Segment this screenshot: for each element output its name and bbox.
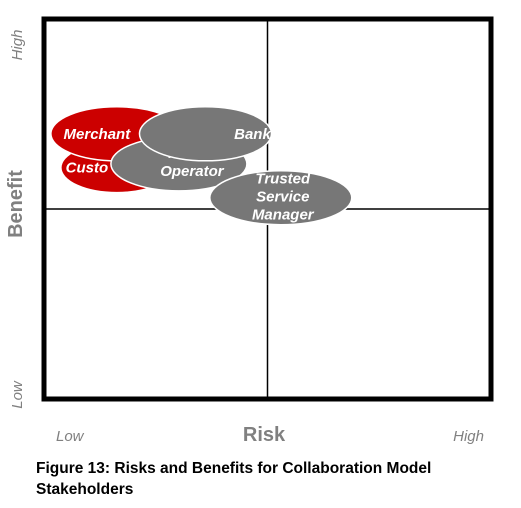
y-axis-title: Benefit <box>5 170 27 238</box>
bubble-label: Custo <box>66 160 109 177</box>
bubble-label: Merchant <box>64 126 132 143</box>
y-tick-high: High <box>9 30 26 61</box>
bubble-label: Manager <box>252 207 315 224</box>
bubble-label: Service <box>256 189 309 206</box>
bubble-label: Bank <box>234 126 271 143</box>
risk-benefit-chart: CustoMerchantMobileOperatorBankTrustedSe… <box>0 0 521 458</box>
y-tick-low: Low <box>9 380 26 409</box>
bubble-label: Operator <box>160 163 225 180</box>
bubble-label: Trusted <box>255 171 311 188</box>
x-tick-low: Low <box>56 428 85 445</box>
bubble-bank: Bank <box>139 107 271 161</box>
x-axis-title: Risk <box>243 424 286 446</box>
x-tick-high: High <box>453 428 484 445</box>
figure-caption: Figure 13: Risks and Benefits for Collab… <box>36 458 516 500</box>
